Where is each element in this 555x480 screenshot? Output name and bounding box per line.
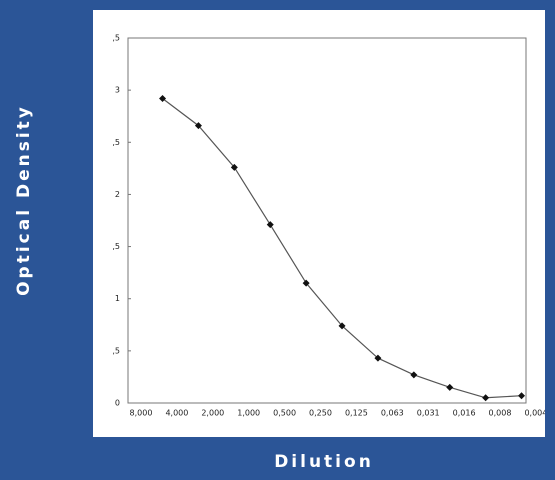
point — [230, 163, 238, 171]
x-tick-label: 0,031 — [417, 409, 440, 418]
panel — [93, 10, 545, 437]
y-tick-label: ,5 — [112, 346, 120, 355]
x-tick-label: 2,000 — [201, 409, 224, 418]
y-tick-label: ,5 — [112, 34, 120, 43]
x-tick-label: 0,500 — [273, 409, 296, 418]
point — [374, 354, 382, 362]
x-tick-label: 0,004 — [524, 409, 547, 418]
y-tick-label: 1 — [115, 294, 120, 303]
x-tick-label: 0,250 — [309, 409, 332, 418]
x-tick-label: 8,000 — [130, 409, 153, 418]
x-tick-label: 1,000 — [237, 409, 260, 418]
point — [482, 394, 490, 402]
y-tick-label: 0 — [115, 399, 120, 408]
y-tick-label: 3 — [115, 86, 120, 95]
x-tick-label: 0,016 — [453, 409, 476, 418]
point — [410, 371, 418, 379]
y-tick-label: ,5 — [112, 242, 120, 251]
x-tick-label: 0,125 — [345, 409, 368, 418]
x-tick-label: 4,000 — [165, 409, 188, 418]
point — [194, 122, 202, 130]
point — [338, 322, 346, 330]
y-tick-label: 2 — [115, 190, 120, 199]
point — [266, 221, 274, 229]
point — [446, 383, 454, 391]
x-tick-label: 0,008 — [489, 409, 512, 418]
x-tick-label: 0,063 — [381, 409, 404, 418]
plot-frame — [127, 37, 527, 404]
plot: 0 ,5 1 ,5 2 ,5 3 ,5 8,000 4,000 2,000 1,000 0,500 0,2… — [112, 34, 547, 418]
point — [159, 94, 167, 102]
point — [518, 392, 526, 400]
x-axis-title: Dilution — [274, 452, 374, 472]
y-tick-label: ,5 — [112, 138, 120, 147]
point — [302, 279, 310, 287]
y-axis-title: Optical Density — [14, 104, 34, 296]
